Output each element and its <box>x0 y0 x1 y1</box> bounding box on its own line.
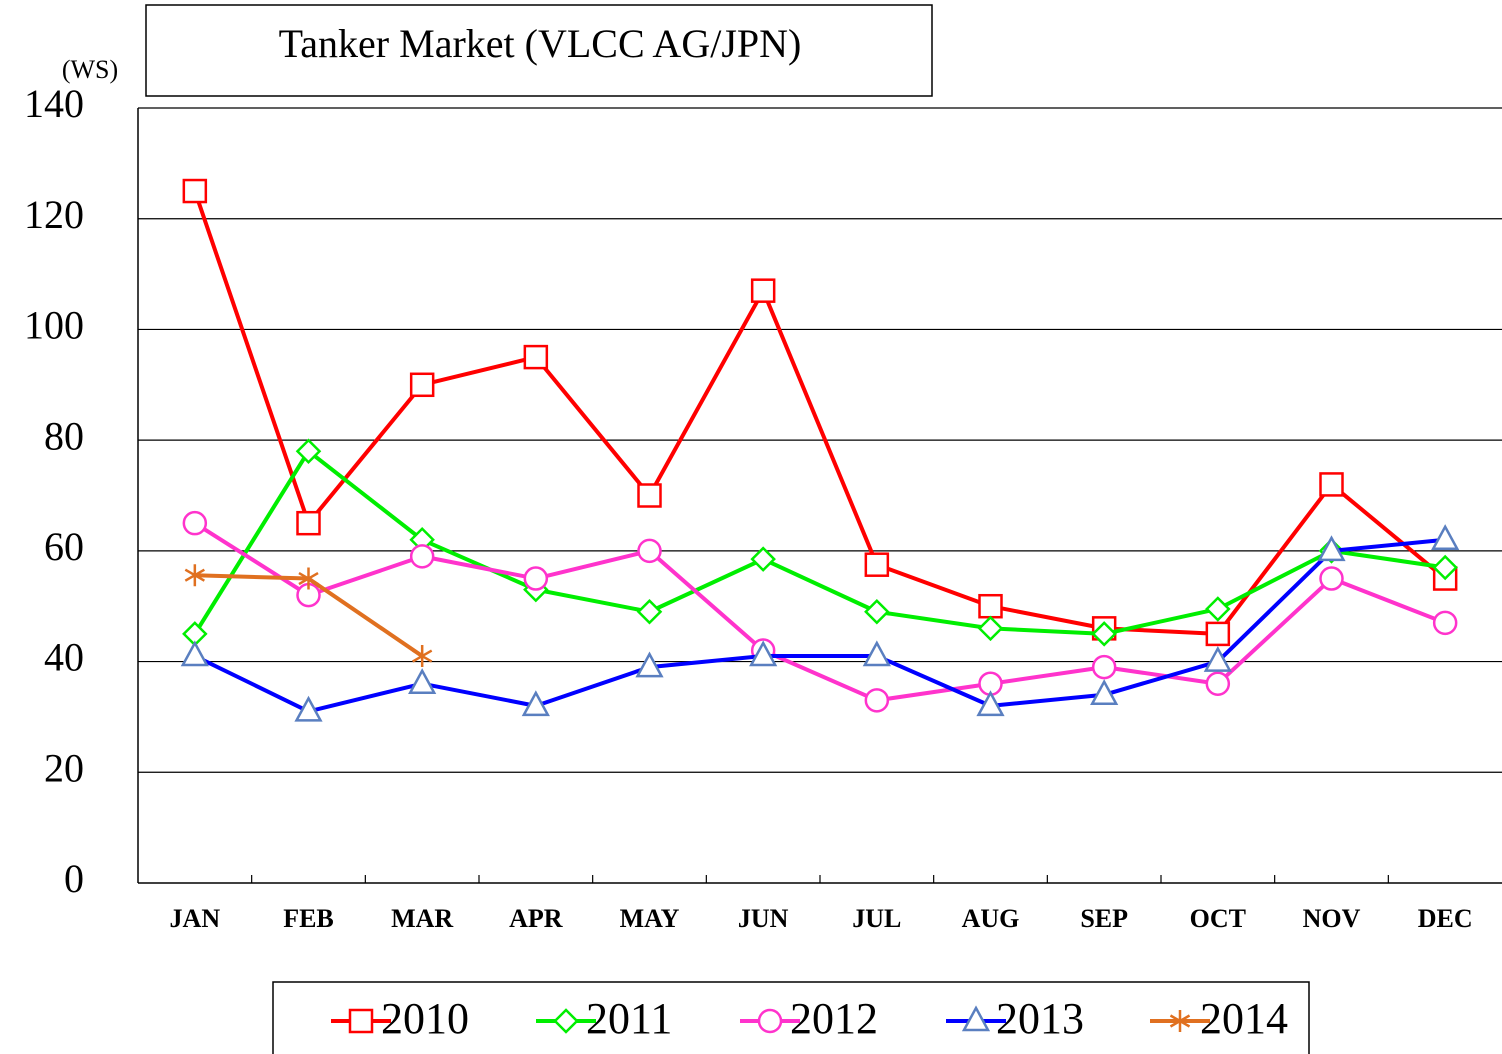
data-point <box>521 690 550 717</box>
data-point <box>1432 610 1458 636</box>
series-line <box>192 190 1447 636</box>
x-tick-label: MAY <box>620 904 680 933</box>
data-point <box>408 668 437 694</box>
data-point <box>523 566 549 591</box>
data-point <box>295 438 322 464</box>
data-point <box>182 178 208 204</box>
data-point <box>1205 621 1231 647</box>
y-tick-label: 20 <box>44 745 84 790</box>
data-point <box>1319 472 1344 497</box>
y-tick-label: 120 <box>24 192 84 237</box>
data-point <box>409 372 435 398</box>
x-tick-label: NOV <box>1303 904 1361 933</box>
y-tick-label: 140 <box>24 81 84 126</box>
chart-title: Tanker Market (VLCC AG/JPN) <box>279 21 802 66</box>
x-tick-label: OCT <box>1190 904 1246 933</box>
data-point <box>978 593 1003 619</box>
legend-label: 2014 <box>1200 994 1288 1043</box>
data-point <box>523 344 549 370</box>
series-line <box>193 449 1446 636</box>
legend-label: 2013 <box>996 994 1084 1043</box>
data-point <box>750 278 776 303</box>
title-box <box>145 4 933 97</box>
x-tick-label: JUN <box>738 904 789 933</box>
data-point <box>1431 524 1460 551</box>
data-point <box>180 640 209 667</box>
data-point <box>636 598 663 625</box>
x-tick-label: JAN <box>170 904 221 933</box>
legend-marker <box>348 1008 374 1034</box>
legend-label: 2010 <box>381 994 469 1043</box>
data-point <box>635 651 664 678</box>
legend-marker <box>1169 1010 1191 1032</box>
data-point <box>184 564 205 587</box>
x-tick-label: MAR <box>391 904 453 933</box>
legend-marker <box>757 1008 783 1034</box>
y-axis-label: (WS) <box>62 55 118 84</box>
data-point <box>637 538 662 564</box>
data-point <box>864 552 890 577</box>
data-point <box>182 510 208 536</box>
y-tick-label: 60 <box>44 524 84 569</box>
data-point <box>864 688 890 713</box>
x-tick-label: SEP <box>1080 904 1128 933</box>
data-point <box>864 598 890 625</box>
legend-marker <box>553 1008 579 1034</box>
x-tick-label: DEC <box>1418 904 1473 933</box>
y-tick-label: 40 <box>44 635 84 680</box>
data-point <box>862 640 891 667</box>
data-point <box>1091 621 1117 647</box>
data-point <box>1203 645 1232 672</box>
x-tick-label: AUG <box>962 904 1020 933</box>
data-point <box>1432 554 1458 581</box>
data-point <box>977 615 1004 642</box>
y-tick-label: 100 <box>24 303 84 348</box>
data-point <box>296 510 321 536</box>
data-point <box>1317 535 1346 562</box>
data-point <box>412 645 433 668</box>
series-line <box>193 521 1446 703</box>
data-point <box>976 690 1005 717</box>
data-point <box>750 546 776 572</box>
x-tick-label: FEB <box>283 904 334 933</box>
legend-label: 2012 <box>790 994 878 1043</box>
y-tick-label: 80 <box>44 413 84 458</box>
data-point <box>1205 596 1231 622</box>
series-line <box>193 537 1446 714</box>
data-point <box>294 695 323 722</box>
data-point <box>1319 566 1344 591</box>
y-tick-label: 0 <box>64 856 84 901</box>
data-point <box>1205 671 1231 696</box>
legend-marker <box>961 1005 991 1032</box>
data-point <box>298 567 319 590</box>
data-point <box>1091 654 1117 680</box>
data-point <box>637 483 662 508</box>
data-point <box>749 640 778 667</box>
x-tick-label: JUL <box>852 904 901 933</box>
legend-box <box>272 981 1310 1054</box>
data-point <box>1090 679 1119 706</box>
x-tick-label: APR <box>509 904 563 933</box>
legend-label: 2011 <box>586 994 672 1043</box>
data-point <box>409 544 435 569</box>
